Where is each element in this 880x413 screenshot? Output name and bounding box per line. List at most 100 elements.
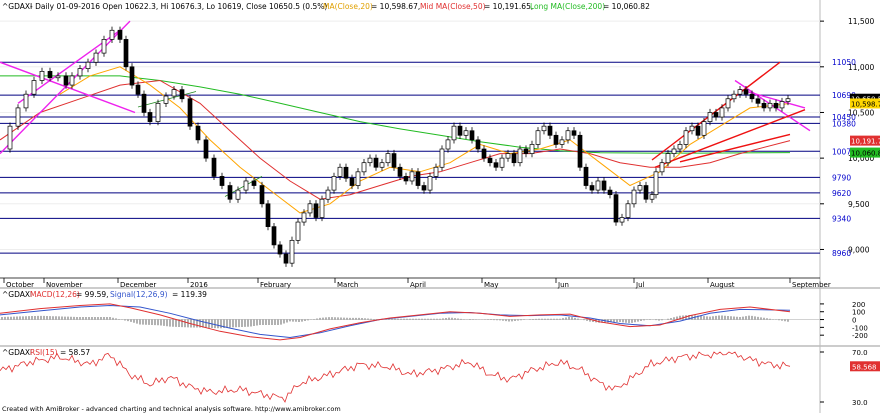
- candle-body: [15, 107, 21, 127]
- candle-body: [767, 102, 773, 109]
- macd-tick-label: 200: [852, 301, 865, 309]
- candle-body: [155, 102, 161, 122]
- candle-body: [559, 139, 565, 145]
- candle-body: [779, 101, 785, 109]
- macd-header-value: = 99.59,: [76, 290, 109, 299]
- candle-body: [367, 157, 373, 164]
- candle-body: [373, 157, 379, 168]
- trend-line: [0, 61, 136, 114]
- price-tick-label: 11,000: [848, 63, 874, 72]
- candle-body: [117, 29, 123, 40]
- trend-line: [679, 133, 791, 163]
- candle-body: [109, 29, 115, 40]
- month-label: 2016: [190, 281, 208, 289]
- candle-body: [379, 162, 385, 168]
- signal-header-label: Signal(12,26,9): [110, 290, 168, 299]
- candle-body: [403, 176, 409, 182]
- candle-body: [737, 89, 743, 95]
- candle-body: [547, 125, 553, 136]
- candle-body: [725, 98, 731, 109]
- candle-body: [409, 171, 415, 182]
- price-panel: [0, 0, 880, 288]
- candle-body: [93, 52, 99, 63]
- candle-body: [439, 148, 445, 168]
- candle-body: [773, 102, 779, 109]
- candle-body: [457, 125, 463, 136]
- ma20-last-label-text: 10,598.7: [851, 100, 880, 108]
- candle-body: [265, 203, 271, 227]
- candle-body: [625, 203, 631, 218]
- candle-body: [683, 130, 689, 145]
- candle-body: [499, 157, 505, 168]
- candle-body: [141, 93, 147, 113]
- candle-body: [259, 185, 265, 205]
- candle-body: [23, 93, 29, 109]
- candle-body: [511, 153, 517, 164]
- candle-body: [505, 153, 511, 159]
- candle-body: [517, 148, 523, 164]
- candle-body: [163, 95, 169, 104]
- price-tick-label: 9,000: [848, 245, 870, 254]
- candle-body: [451, 125, 457, 141]
- price-header-symbol: ^GDAXI: [2, 2, 32, 11]
- candle-body: [565, 130, 571, 141]
- candle-body: [445, 139, 451, 150]
- candle-body: [689, 125, 695, 132]
- candle-body: [307, 203, 313, 214]
- candle-body: [187, 98, 193, 127]
- candle-body: [319, 198, 325, 218]
- candle-body: [553, 134, 559, 145]
- ma20-last-label-box: [850, 98, 880, 109]
- candle-body: [749, 93, 755, 100]
- candle-body: [493, 162, 499, 168]
- candle-body: [619, 217, 625, 223]
- ma200-line: [0, 75, 791, 154]
- candle-body: [577, 134, 583, 168]
- candle-body: [283, 253, 289, 264]
- price-header-info: - Daily 01-09-2016 Open 10622.3, Hi 1067…: [30, 2, 327, 11]
- candle-body: [337, 166, 343, 177]
- candle-body: [607, 189, 613, 196]
- ma20-label: MA(Close,20): [323, 2, 373, 11]
- candle-body: [313, 203, 319, 218]
- macd-tick-label: -100: [852, 324, 868, 332]
- ma200-last-label-text: 10,060.8: [851, 150, 880, 158]
- month-label: March: [337, 281, 358, 289]
- macd-tick-label: 100: [852, 309, 865, 317]
- candle-body: [475, 139, 481, 150]
- rsi-header-value: = 58.57: [60, 348, 90, 357]
- candle-body: [671, 148, 677, 154]
- candle-body: [171, 89, 177, 97]
- rsi-last-label: 58.568: [852, 363, 877, 371]
- candle-body: [649, 194, 655, 200]
- level-label: 10380: [832, 119, 856, 128]
- candle-body: [397, 166, 403, 177]
- candle-body: [391, 153, 397, 168]
- trend-line: [739, 88, 806, 109]
- candle-body: [147, 112, 153, 122]
- ma200-label: Long MA(Close,200): [530, 2, 605, 11]
- candle-body: [701, 121, 707, 136]
- candle-body: [31, 80, 37, 95]
- candle-body: [77, 68, 83, 77]
- candle-body: [719, 107, 725, 118]
- candle-body: [433, 166, 439, 177]
- candle-body: [343, 166, 349, 179]
- macd-tick-label: 0: [852, 317, 856, 325]
- candle-body: [69, 75, 75, 86]
- candle-body: [613, 194, 619, 223]
- candle-body: [713, 112, 719, 118]
- level-label: 9620: [832, 189, 851, 198]
- candle-body: [243, 180, 249, 191]
- candle-body: [179, 89, 185, 100]
- month-label: February: [260, 281, 291, 289]
- ma200-value: = 10,060.82: [603, 2, 650, 11]
- month-label: October: [6, 281, 34, 289]
- candle-body: [653, 171, 659, 196]
- candle-body: [785, 98, 791, 102]
- candle-body: [589, 185, 595, 191]
- candle-body: [427, 176, 433, 191]
- candle-body: [571, 130, 577, 136]
- candle-body: [101, 39, 107, 54]
- trend-line: [0, 20, 131, 155]
